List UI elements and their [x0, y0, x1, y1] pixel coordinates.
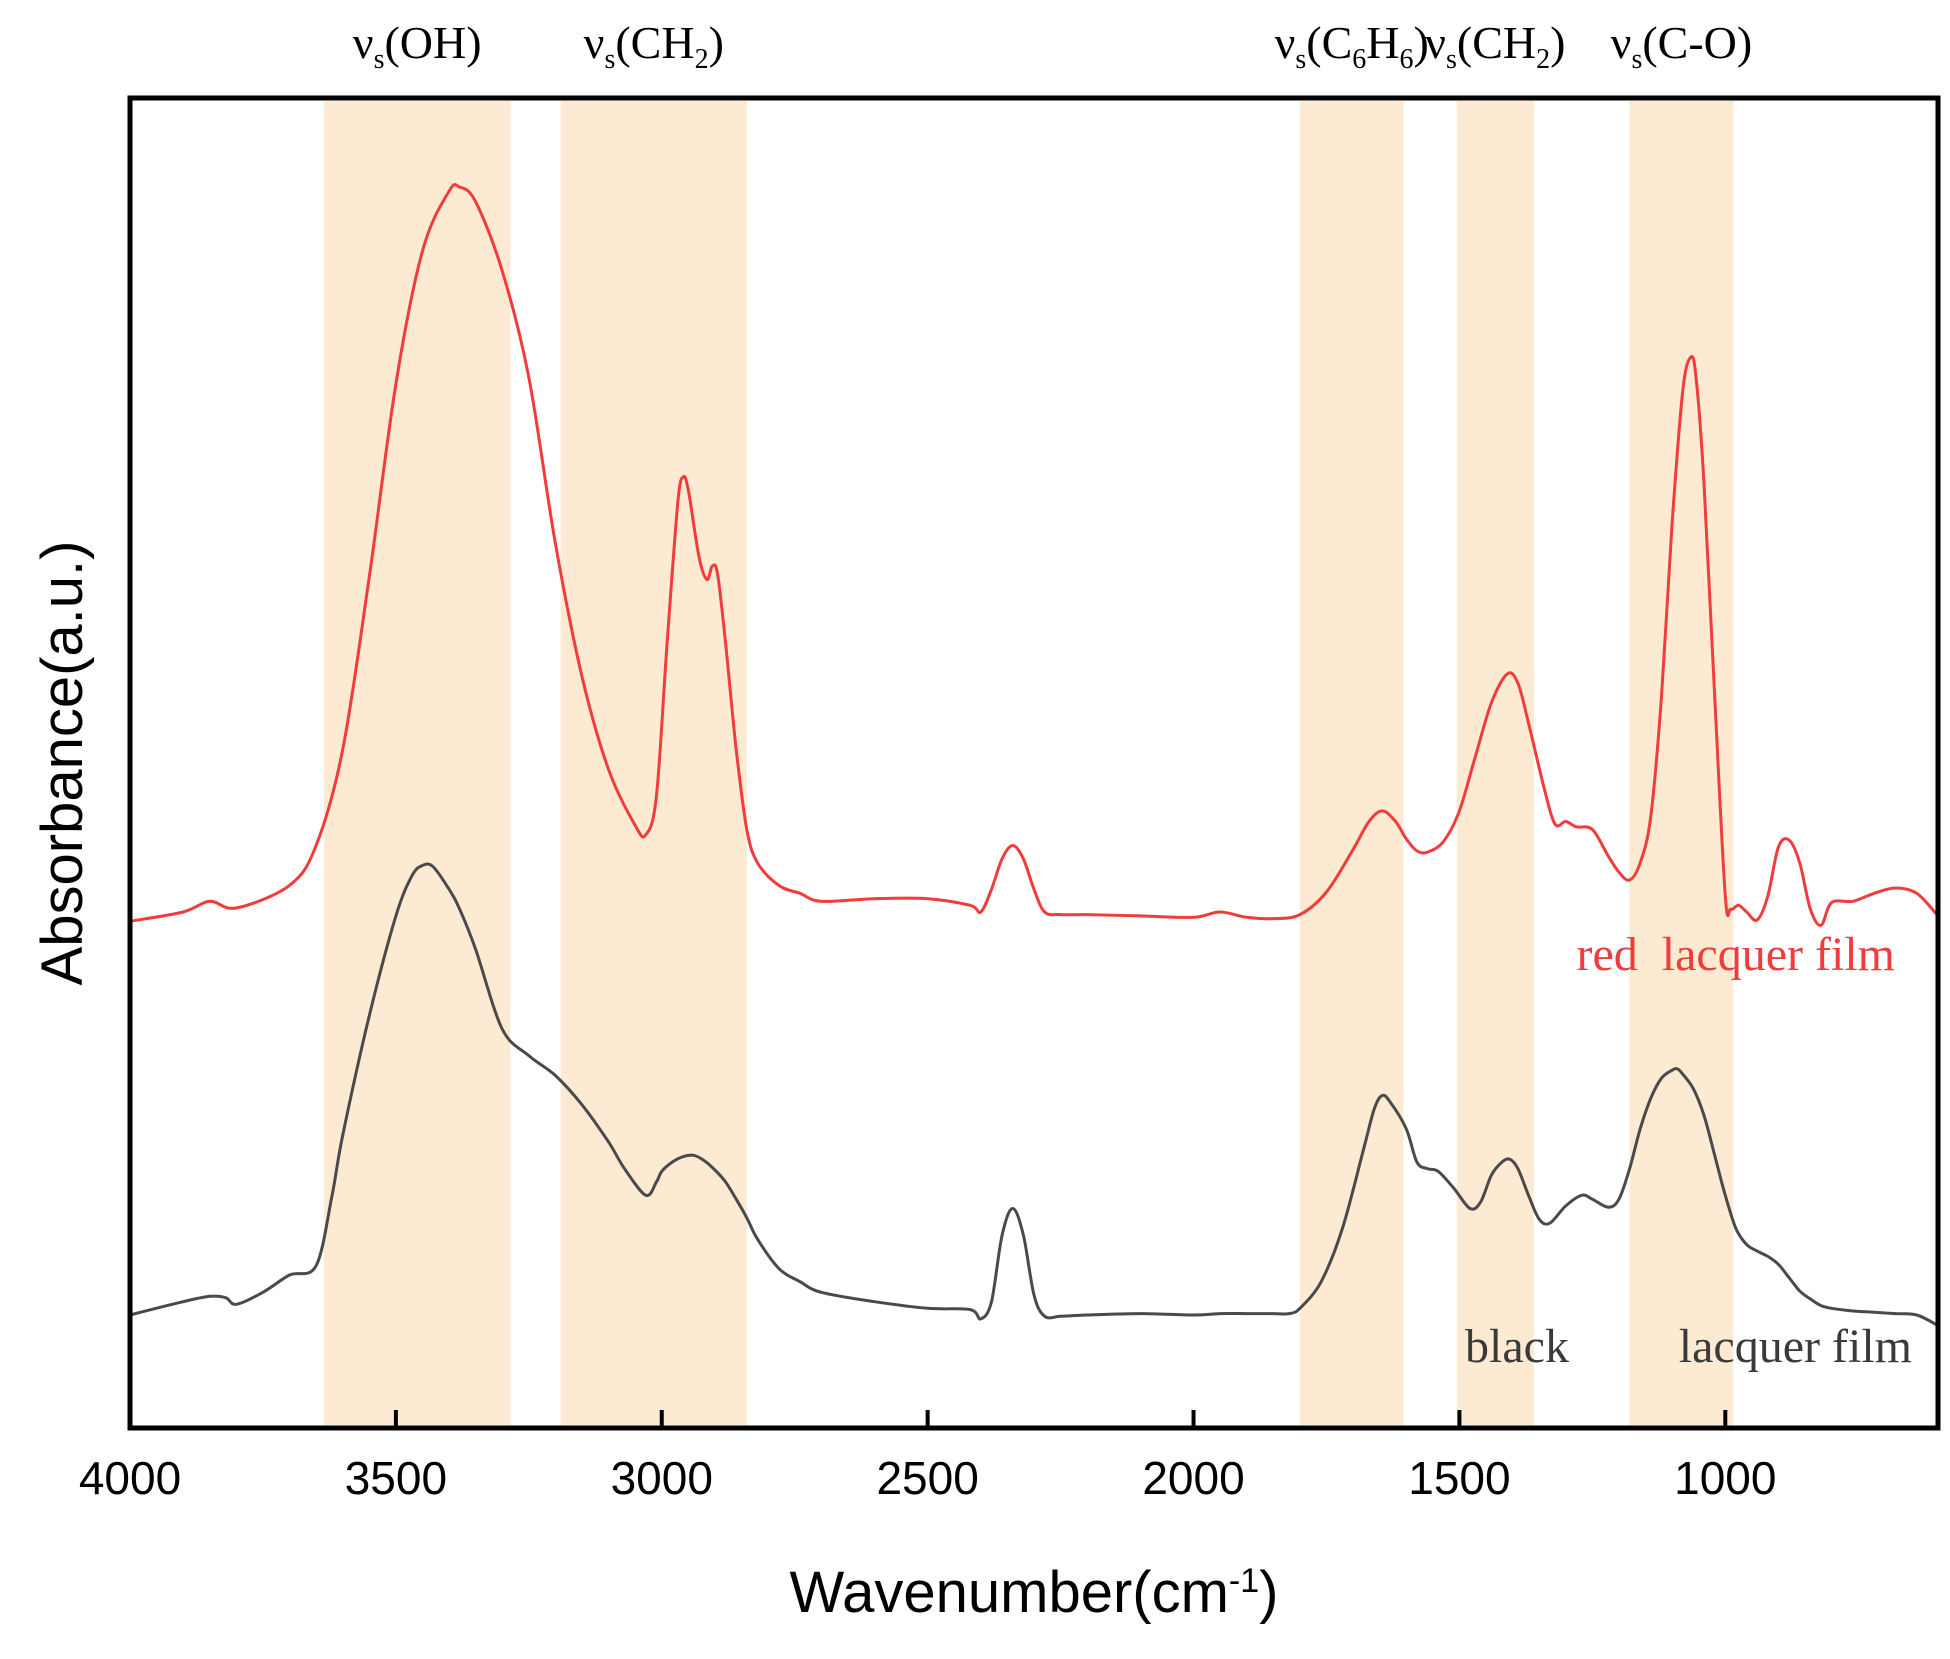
band-1: [560, 101, 747, 1425]
red-lacquer-label: red lacquer film: [1576, 928, 1895, 981]
band-4: [1629, 101, 1734, 1425]
x-tick-label-1000: 1000: [1674, 1452, 1776, 1504]
x-tick-label-3000: 3000: [611, 1452, 713, 1504]
axis-titles: Wavenumber(cm-1) Absorbance(a.u.): [30, 541, 1278, 1625]
x-tick-label-1500: 1500: [1408, 1452, 1510, 1504]
x-tick-label-2000: 2000: [1142, 1452, 1244, 1504]
black-lacquer-label-part1: black: [1465, 1320, 1569, 1373]
band-label-3: νs(CH2): [1425, 17, 1565, 75]
series-line-black: [128, 862, 1940, 1328]
series-labels: red lacquer film black lacquer film: [1465, 928, 1912, 1373]
band-label-2: νs(C6H6): [1275, 17, 1429, 75]
x-tick-label-4000: 4000: [79, 1452, 181, 1504]
x-axis-ticks: 4000 3500 3000 2500 2000 1500 1000: [79, 1410, 1776, 1504]
y-axis-title: Absorbance(a.u.): [30, 541, 95, 986]
series-line-red: [128, 182, 1940, 927]
x-tick-label-3500: 3500: [345, 1452, 447, 1504]
band-label-1: νs(CH2): [584, 17, 724, 75]
x-axis-title: Wavenumber(cm-1): [790, 1560, 1279, 1625]
band-3: [1456, 101, 1534, 1425]
band-label-0: νs(OH): [353, 17, 482, 75]
band-0: [324, 101, 511, 1425]
band-labels: νs(OH) νs(CH2) νs(C6H6)νs(CH2) νs(C-O): [353, 17, 1752, 75]
band-2: [1299, 101, 1404, 1425]
spectra-series: [128, 182, 1940, 1328]
band-label-4: νs(C-O): [1611, 17, 1753, 75]
absorption-bands: [324, 101, 1734, 1425]
black-lacquer-label-part2: lacquer film: [1679, 1320, 1912, 1373]
plot-frame: [127, 95, 1941, 1431]
x-tick-label-2500: 2500: [876, 1452, 978, 1504]
